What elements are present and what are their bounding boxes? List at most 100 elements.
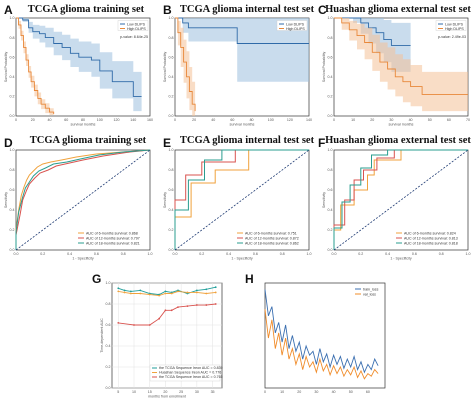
- panel-letter-g: G: [92, 272, 101, 286]
- y-tick-label: 0.2: [328, 95, 333, 99]
- y-tick-label: 0.6: [328, 55, 333, 59]
- y-tick-label: 0.0: [10, 248, 15, 252]
- y-tick-label: 0.4: [328, 208, 333, 212]
- x-tick-label: 10: [351, 118, 355, 122]
- x-tick-label: 0.4: [385, 252, 390, 256]
- km-curve-low-dlips: [334, 17, 411, 46]
- y-tick-label: 0.4: [328, 75, 333, 79]
- legend-label: High DLIPS: [286, 27, 305, 31]
- y-axis-label: Sensitivity: [163, 192, 167, 208]
- x-tick-label: 20: [297, 390, 301, 394]
- y-tick-label: 0.0: [10, 114, 15, 118]
- legend-label: the TCGA Sequence Ireon AUC = 0.839: [159, 366, 223, 370]
- auc-point: [148, 293, 151, 296]
- auc-point: [158, 294, 161, 297]
- y-tick-label: 0.4: [169, 208, 174, 212]
- plot-frame-d: [15, 149, 151, 251]
- x-tick-label: 30: [195, 390, 199, 394]
- y-tick-label: 0.2: [10, 228, 15, 232]
- plot-frame-c: [333, 17, 469, 117]
- x-tick-label: 0.2: [199, 252, 204, 256]
- y-tick-label: 0.2: [106, 365, 111, 369]
- x-axis-label: 1 - Specificity: [390, 257, 412, 261]
- y-tick-label: 0.2: [10, 95, 15, 99]
- x-axis-label: survival months: [71, 123, 96, 127]
- x-tick-label: 50: [349, 390, 353, 394]
- roc-curve: [15, 149, 151, 250]
- legend-label: train_loss: [363, 287, 379, 291]
- auc-point: [133, 324, 135, 326]
- x-axis-label: survival months: [389, 123, 414, 127]
- legend-label: Low DLIPS: [445, 22, 464, 26]
- x-tick-label: 0.2: [358, 252, 363, 256]
- y-tick-label: 0.6: [328, 188, 333, 192]
- legend-box: [149, 364, 221, 382]
- y-tick-label: 0.6: [169, 55, 174, 59]
- y-tick-label: 0.0: [106, 386, 111, 390]
- y-tick-label: 0.0: [169, 248, 174, 252]
- panel-title-b: TCGA glioma internal test set: [180, 4, 315, 15]
- legend-label: AUC of 12-months survival: 0.797: [86, 236, 140, 240]
- roc-curve: [15, 149, 151, 250]
- y-axis-label: Sensitivity: [4, 192, 8, 208]
- panel-f: F Huashan glioma external test set 0.0 0.…: [318, 135, 471, 261]
- x-tick-label: 35: [211, 390, 215, 394]
- x-tick-label: 80: [250, 118, 254, 122]
- y-tick-label: 0.2: [169, 95, 174, 99]
- x-tick-label: 70: [466, 118, 470, 122]
- panel-title-f: Huashan glioma external test set: [325, 135, 471, 146]
- y-tick-label: 0.0: [328, 248, 333, 252]
- x-tick-label: 0.4: [226, 252, 231, 256]
- x-tick-label: 25: [179, 390, 183, 394]
- auc-point: [158, 317, 161, 320]
- panel-letter-b: B: [163, 3, 172, 17]
- auc-point: [139, 292, 142, 295]
- roc-curve: [174, 149, 309, 250]
- roc-curve: [174, 149, 309, 250]
- x-axis-label: 1 - Specificity: [72, 257, 94, 261]
- x-tick-label: 140: [130, 118, 136, 122]
- x-tick-label: 0.8: [121, 252, 126, 256]
- auc-point: [205, 292, 208, 295]
- panel-title-c: Huashan glioma external test set: [325, 4, 471, 15]
- legend-label: High DLIPS: [127, 27, 146, 31]
- panel-letter-h: H: [245, 272, 254, 286]
- legend-label: val_loss: [363, 292, 376, 296]
- panel-b: B TCGA glioma internal test set 0 20 40 60 8…: [163, 3, 315, 127]
- x-tick-label: 60: [447, 118, 451, 122]
- x-tick-label: 0.8: [280, 252, 285, 256]
- auc-point: [195, 289, 198, 292]
- x-tick-label: 0.0: [332, 252, 337, 256]
- auc-point: [123, 291, 126, 294]
- x-tick-label: 50: [428, 118, 432, 122]
- x-axis-label: months from enrollment: [148, 395, 186, 399]
- x-tick-label: 120: [114, 118, 120, 122]
- panel-letter-f: F: [318, 136, 325, 150]
- y-tick-label: 0.8: [10, 36, 15, 40]
- x-tick-label: 20: [163, 390, 167, 394]
- legend-label: AUC of 12-months survival: 0.872: [245, 236, 299, 240]
- x-tick-label: 5: [117, 390, 119, 394]
- auc-point: [117, 290, 120, 293]
- auc-point: [117, 287, 120, 290]
- legend-label: AUC of 6-months survival: 0.868: [86, 231, 138, 235]
- y-axis-label: Time-dependent AUC: [100, 318, 104, 353]
- auc-point: [177, 290, 179, 293]
- x-tick-label: 10: [132, 390, 136, 394]
- x-tick-label: 0: [174, 118, 176, 122]
- auc-line: [118, 303, 216, 326]
- x-tick-label: 0.0: [173, 252, 178, 256]
- x-tick-label: 0.4: [67, 252, 72, 256]
- x-tick-label: 100: [97, 118, 103, 122]
- legend-label: AUC of 6-months survival: 0.751: [245, 231, 297, 235]
- legend-label: AUC of 18-months survival: 0.818: [404, 241, 458, 245]
- ci-band-high-dlips: [334, 18, 468, 112]
- x-axis-label: survival months: [230, 123, 255, 127]
- x-tick-label: 0: [264, 390, 266, 394]
- ci-band-low-dlips: [16, 18, 142, 112]
- x-tick-label: 0: [333, 118, 335, 122]
- panel-letter-a: A: [4, 3, 13, 17]
- x-axis-label: 1 - Specificity: [231, 257, 253, 261]
- y-tick-label: 0.8: [169, 36, 174, 40]
